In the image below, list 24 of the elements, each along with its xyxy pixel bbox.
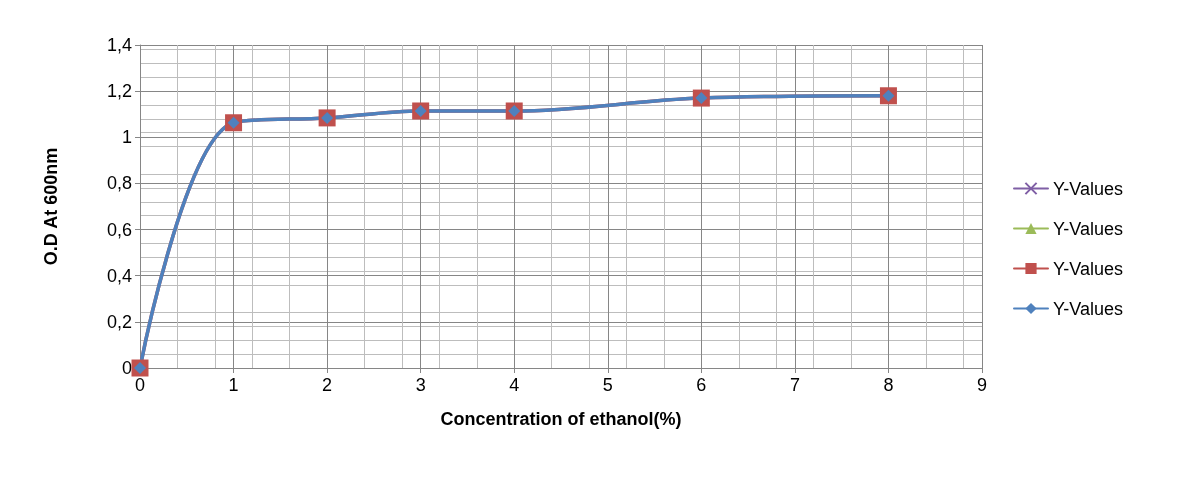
legend-label: Y-Values [1053,218,1124,239]
y-tick-label: 0,6 [106,219,132,240]
x-tick-label: 2 [322,375,333,395]
x-tick-label: 3 [415,375,426,395]
x-tick-label: 0 [134,375,146,395]
legend-label: Y-Values [1053,298,1124,319]
y-tick-label: 1 [121,127,132,148]
x-tick-label: 8 [883,375,894,395]
y-axis-title: O.D At 600nm [41,147,61,266]
x-axis-title: Concentration of ethanol(%) [440,409,682,429]
x-tick-label: 7 [789,375,800,395]
y-tick-label: 1,2 [106,81,132,102]
y-tick-label: 0,4 [106,265,132,286]
y-tick-label: 1,4 [106,35,132,55]
x-tick-label: 4 [509,375,520,395]
y-tick-label: 0,8 [106,173,132,194]
x-tick-label: 5 [602,375,613,395]
x-tick-label: 6 [696,375,707,395]
y-tick-label: 0,2 [106,311,132,332]
x-tick-label: 9 [976,375,988,395]
y-tick-label: 0 [121,358,132,378]
legend-label: Y-Values [1053,258,1124,279]
x-tick-label: 1 [228,375,239,395]
legend-label: Y-Values [1053,178,1124,199]
